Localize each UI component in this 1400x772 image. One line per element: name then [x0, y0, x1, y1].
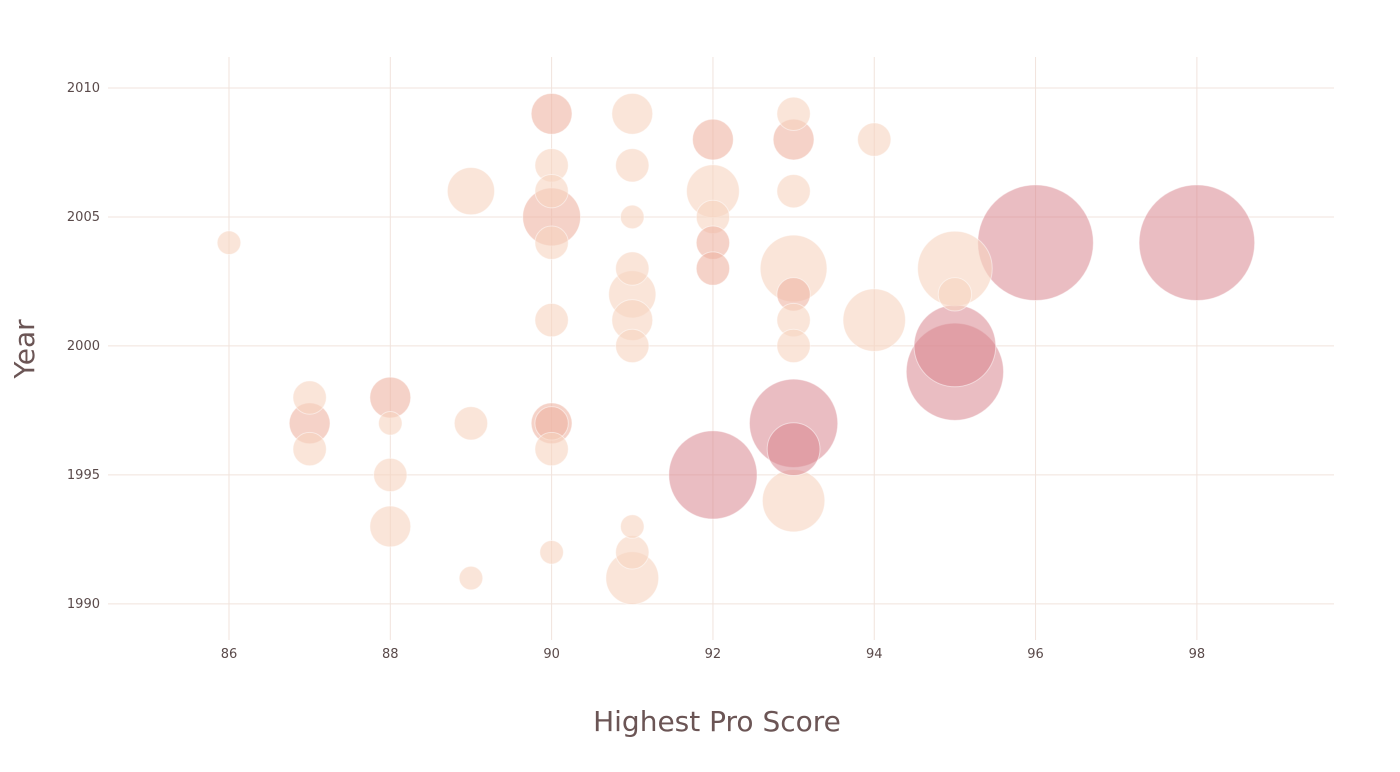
- bubble-point[interactable]: [1138, 184, 1256, 302]
- bubble-point[interactable]: [766, 422, 821, 476]
- x-axis-title: Highest Pro Score: [593, 705, 841, 738]
- bubble-point[interactable]: [534, 225, 569, 260]
- bubble-point[interactable]: [619, 204, 645, 230]
- bubble-point[interactable]: [373, 457, 408, 493]
- x-tick-label: 90: [543, 647, 560, 662]
- bubble-point[interactable]: [534, 302, 569, 338]
- bubble-point[interactable]: [619, 514, 645, 539]
- x-tick-label: 92: [705, 647, 722, 662]
- bubble-point[interactable]: [534, 431, 569, 467]
- bubble-point[interactable]: [668, 430, 758, 520]
- bubble-point[interactable]: [695, 251, 731, 286]
- bubble-point[interactable]: [530, 92, 573, 135]
- bubble-point[interactable]: [842, 288, 906, 352]
- bubble-point[interactable]: [292, 380, 327, 415]
- bubble-point[interactable]: [761, 468, 826, 533]
- bubble-point[interactable]: [615, 535, 650, 570]
- bubble-point[interactable]: [446, 167, 496, 216]
- y-tick-label: 2000: [67, 339, 100, 354]
- tick-layer: 86 88 90 92 94 96 98 1990 1995 2000 2005 2010: [67, 81, 1205, 662]
- bubble-point[interactable]: [977, 184, 1094, 302]
- y-axis-title: Year: [8, 319, 41, 380]
- bubble-point[interactable]: [292, 431, 327, 467]
- bubble-point[interactable]: [776, 328, 811, 364]
- bubble-point[interactable]: [216, 230, 242, 256]
- y-tick-label: 2010: [67, 81, 100, 96]
- bubble-point[interactable]: [937, 277, 973, 312]
- x-tick-label: 94: [866, 647, 883, 662]
- bubble-point[interactable]: [615, 328, 650, 364]
- y-tick-label: 2005: [67, 210, 100, 225]
- y-tick-label: 1995: [67, 468, 100, 483]
- bubble-point[interactable]: [776, 96, 811, 131]
- x-tick-label: 96: [1027, 647, 1044, 662]
- bubble-point[interactable]: [539, 539, 564, 565]
- bubble-point[interactable]: [691, 118, 734, 161]
- x-tick-label: 98: [1189, 647, 1206, 662]
- bubble-point[interactable]: [378, 411, 403, 436]
- bubble-point[interactable]: [453, 406, 489, 441]
- bubble-point[interactable]: [611, 92, 654, 135]
- bubble-point[interactable]: [458, 565, 484, 591]
- x-tick-label: 86: [221, 647, 238, 662]
- y-tick-label: 1990: [67, 597, 100, 612]
- points-layer: [216, 92, 1256, 605]
- bubble-point[interactable]: [857, 122, 892, 157]
- bubble-point[interactable]: [615, 251, 650, 286]
- bubble-point[interactable]: [534, 173, 569, 209]
- bubble-point[interactable]: [913, 304, 997, 388]
- x-tick-label: 88: [382, 647, 399, 662]
- bubble-point[interactable]: [615, 148, 650, 183]
- bubble-point[interactable]: [776, 173, 811, 209]
- bubble-point[interactable]: [369, 505, 412, 548]
